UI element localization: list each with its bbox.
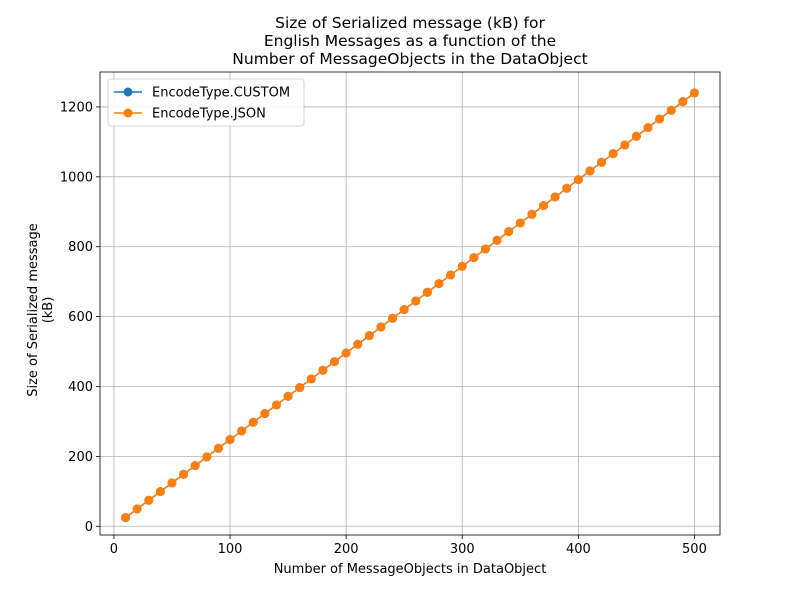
y-tick-label: 400 — [68, 380, 93, 395]
data-point-1 — [190, 461, 200, 471]
x-tick-label: 200 — [334, 542, 359, 557]
x-tick-label: 400 — [566, 542, 591, 557]
chart-title-line-1: Size of Serialized message (kB) for — [275, 14, 545, 32]
data-point-1 — [527, 209, 537, 219]
x-tick-label: 300 — [450, 542, 475, 557]
data-point-1 — [376, 322, 386, 332]
data-point-1 — [573, 175, 583, 185]
data-point-1 — [353, 339, 363, 349]
data-point-1 — [457, 261, 467, 271]
data-point-1 — [213, 443, 223, 453]
y-tick-label: 200 — [68, 450, 93, 465]
chart-title-line-3: Number of MessageObjects in the DataObje… — [232, 50, 588, 68]
plot-frame — [99, 71, 721, 536]
data-point-1 — [585, 166, 595, 176]
data-point-1 — [248, 417, 258, 427]
data-point-1 — [202, 452, 212, 462]
data-point-1 — [643, 123, 653, 133]
data-point-1 — [620, 140, 630, 150]
data-point-1 — [446, 270, 456, 280]
x-tick-label: 500 — [682, 542, 707, 557]
data-point-1 — [283, 391, 293, 401]
data-point-1 — [179, 469, 189, 479]
x-tick-label: 100 — [218, 542, 243, 557]
data-point-1 — [121, 513, 131, 523]
data-point-1 — [411, 296, 421, 306]
y-tick-label: 0 — [85, 520, 93, 535]
data-point-1 — [260, 409, 270, 419]
data-point-1 — [597, 157, 607, 167]
data-point-1 — [306, 374, 316, 384]
y-tick-label: 800 — [68, 240, 93, 255]
data-point-1 — [364, 331, 374, 341]
data-point-1 — [515, 218, 525, 228]
data-point-1 — [144, 495, 154, 505]
x-tick-label: 0 — [110, 542, 118, 557]
data-point-1 — [666, 105, 676, 115]
data-point-1 — [422, 287, 432, 297]
data-point-1 — [388, 313, 398, 323]
data-point-1 — [689, 88, 699, 98]
data-point-1 — [469, 253, 479, 263]
data-point-1 — [562, 183, 572, 193]
data-point-1 — [631, 131, 641, 141]
data-point-1 — [678, 97, 688, 107]
data-point-1 — [655, 114, 665, 124]
chart-title-line-2: English Messages as a function of the — [263, 32, 557, 50]
legend-label-1: EncodeType.JSON — [152, 107, 266, 122]
data-point-1 — [608, 149, 618, 159]
data-point-1 — [132, 504, 142, 514]
legend-label-0: EncodeType.CUSTOM — [152, 86, 290, 101]
series-line-1 — [125, 92, 695, 519]
legend-marker-1 — [123, 108, 133, 118]
data-point-1 — [341, 348, 351, 358]
data-point-1 — [295, 383, 305, 393]
legend-marker-0 — [123, 87, 133, 97]
data-point-1 — [504, 227, 514, 237]
data-point-1 — [225, 435, 235, 445]
data-point-1 — [480, 244, 490, 254]
y-tick-label: 1200 — [60, 100, 93, 115]
data-point-1 — [539, 201, 549, 211]
data-point-1 — [434, 279, 444, 289]
data-point-1 — [167, 478, 177, 488]
x-axis-label: Number of MessageObjects in DataObject — [273, 562, 547, 577]
data-point-1 — [550, 192, 560, 202]
legend — [107, 78, 305, 127]
y-tick-label: 1000 — [60, 170, 93, 185]
data-point-1 — [492, 235, 502, 245]
data-point-1 — [237, 426, 247, 436]
y-tick-label: 600 — [68, 310, 93, 325]
data-point-1 — [271, 400, 281, 410]
data-point-1 — [399, 305, 409, 315]
data-point-1 — [155, 487, 165, 497]
data-point-1 — [330, 357, 340, 367]
data-point-1 — [318, 365, 328, 375]
y-axis-label: Size of Serialized message (kB) — [26, 223, 56, 397]
